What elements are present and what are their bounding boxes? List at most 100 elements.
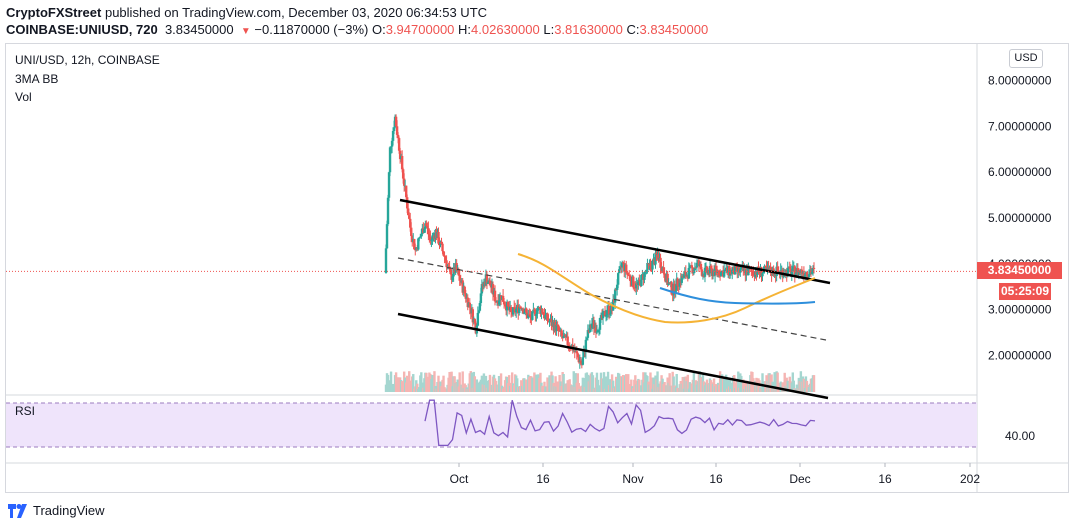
- volume-bar: [781, 382, 784, 392]
- candle-body: [705, 266, 709, 273]
- candle-body: [734, 266, 737, 275]
- candle-body: [511, 307, 515, 315]
- legend-indicator[interactable]: 3MA BB: [15, 72, 59, 86]
- volume-bar: [779, 381, 782, 392]
- candle-body: [779, 270, 782, 274]
- volume-bar: [802, 378, 806, 392]
- candle-body: [714, 266, 718, 270]
- candle-body: [791, 266, 794, 272]
- candle-body: [527, 314, 530, 318]
- candle-body: [391, 131, 395, 141]
- chart-frame: [5, 43, 1069, 493]
- volume-bar: [692, 372, 696, 392]
- candle-body: [409, 218, 412, 228]
- candle-body: [447, 266, 450, 268]
- last-price: 3.83450000: [164, 22, 234, 37]
- volume-bar: [412, 374, 415, 392]
- volume-bar: [539, 372, 542, 392]
- candle-body: [486, 282, 490, 284]
- high-label: H:: [458, 22, 472, 37]
- volume-bar: [625, 374, 628, 392]
- candle-body: [564, 334, 567, 338]
- candle-body: [709, 265, 713, 269]
- author-name[interactable]: CryptoFXStreet: [6, 5, 102, 20]
- volume-bar: [634, 375, 637, 392]
- candle-body: [582, 349, 586, 358]
- candle-body: [585, 337, 589, 340]
- candle-body: [693, 267, 697, 271]
- candle-body: [542, 313, 545, 315]
- candle-body: [637, 279, 640, 285]
- candle-body: [625, 264, 628, 273]
- legend-title[interactable]: UNI/USD, 12h, COINBASE: [15, 53, 160, 67]
- channel-mid-line: [397, 257, 827, 341]
- volume-bar: [663, 382, 666, 392]
- candle-body: [491, 284, 495, 295]
- volume-bar: [535, 374, 538, 392]
- candle-body: [807, 274, 811, 278]
- candle-body: [626, 272, 629, 274]
- volume-bar: [582, 378, 586, 392]
- candle-body: [638, 279, 641, 281]
- candle-body: [537, 306, 540, 310]
- candle-body: [390, 140, 394, 147]
- candle-body: [655, 252, 658, 255]
- candle-body: [588, 324, 592, 333]
- currency-button[interactable]: USD: [1009, 49, 1043, 68]
- candle-body: [408, 215, 411, 219]
- candle-body: [604, 315, 608, 317]
- candle-body: [392, 127, 396, 132]
- volume-bar: [482, 373, 486, 392]
- candle-body: [429, 237, 432, 241]
- candle-body: [531, 311, 534, 320]
- volume-bar: [638, 379, 641, 392]
- candle-body: [426, 225, 429, 229]
- candle-body: [441, 243, 444, 252]
- candle-body: [646, 263, 649, 271]
- volume-bar: [795, 384, 799, 392]
- candle-body: [413, 239, 416, 250]
- volume-bar: [510, 372, 514, 392]
- candle-body: [384, 248, 388, 273]
- ma-blue-line: [659, 287, 816, 305]
- rsi-legend[interactable]: RSI: [15, 404, 36, 418]
- tradingview-logo[interactable]: TradingView: [8, 503, 105, 518]
- candle-body: [645, 270, 648, 272]
- candle-body: [595, 331, 599, 333]
- volume-bar: [386, 374, 390, 392]
- volume-bar: [562, 374, 565, 392]
- channel-upper-line: [399, 198, 831, 285]
- volume-bar: [712, 378, 716, 392]
- legend-volume[interactable]: Vol: [15, 90, 32, 104]
- close-label: C:: [626, 22, 640, 37]
- volume-bar: [484, 375, 488, 392]
- candle-body: [713, 266, 717, 276]
- candle-body: [618, 266, 622, 270]
- candle-body: [425, 223, 428, 226]
- candle-body: [688, 265, 692, 268]
- candle-body: [608, 313, 612, 315]
- candle-body: [575, 351, 578, 354]
- last-price-badge: 3.83450000: [977, 262, 1062, 279]
- candle-body: [782, 274, 785, 278]
- volume-bar: [650, 377, 653, 392]
- candle-body: [525, 308, 528, 313]
- candle-body: [670, 282, 673, 295]
- candle-body: [546, 313, 549, 321]
- candle-body: [522, 308, 525, 314]
- candle-body: [811, 267, 815, 272]
- volume-bar: [497, 375, 501, 392]
- volume-bar: [470, 372, 473, 392]
- candle-body: [431, 235, 434, 240]
- volume-bar: [602, 372, 606, 392]
- candle-body: [762, 270, 765, 274]
- candle-body: [776, 266, 779, 272]
- candle-body: [708, 265, 712, 274]
- candle-body: [476, 312, 480, 326]
- volume-bar: [591, 375, 595, 392]
- ohlc-line: COINBASE:UNIUSD, 720 3.83450000 ▼ −0.118…: [6, 22, 708, 37]
- candle-body: [417, 238, 420, 250]
- volume-bar: [533, 372, 536, 392]
- volume-bar: [480, 375, 484, 392]
